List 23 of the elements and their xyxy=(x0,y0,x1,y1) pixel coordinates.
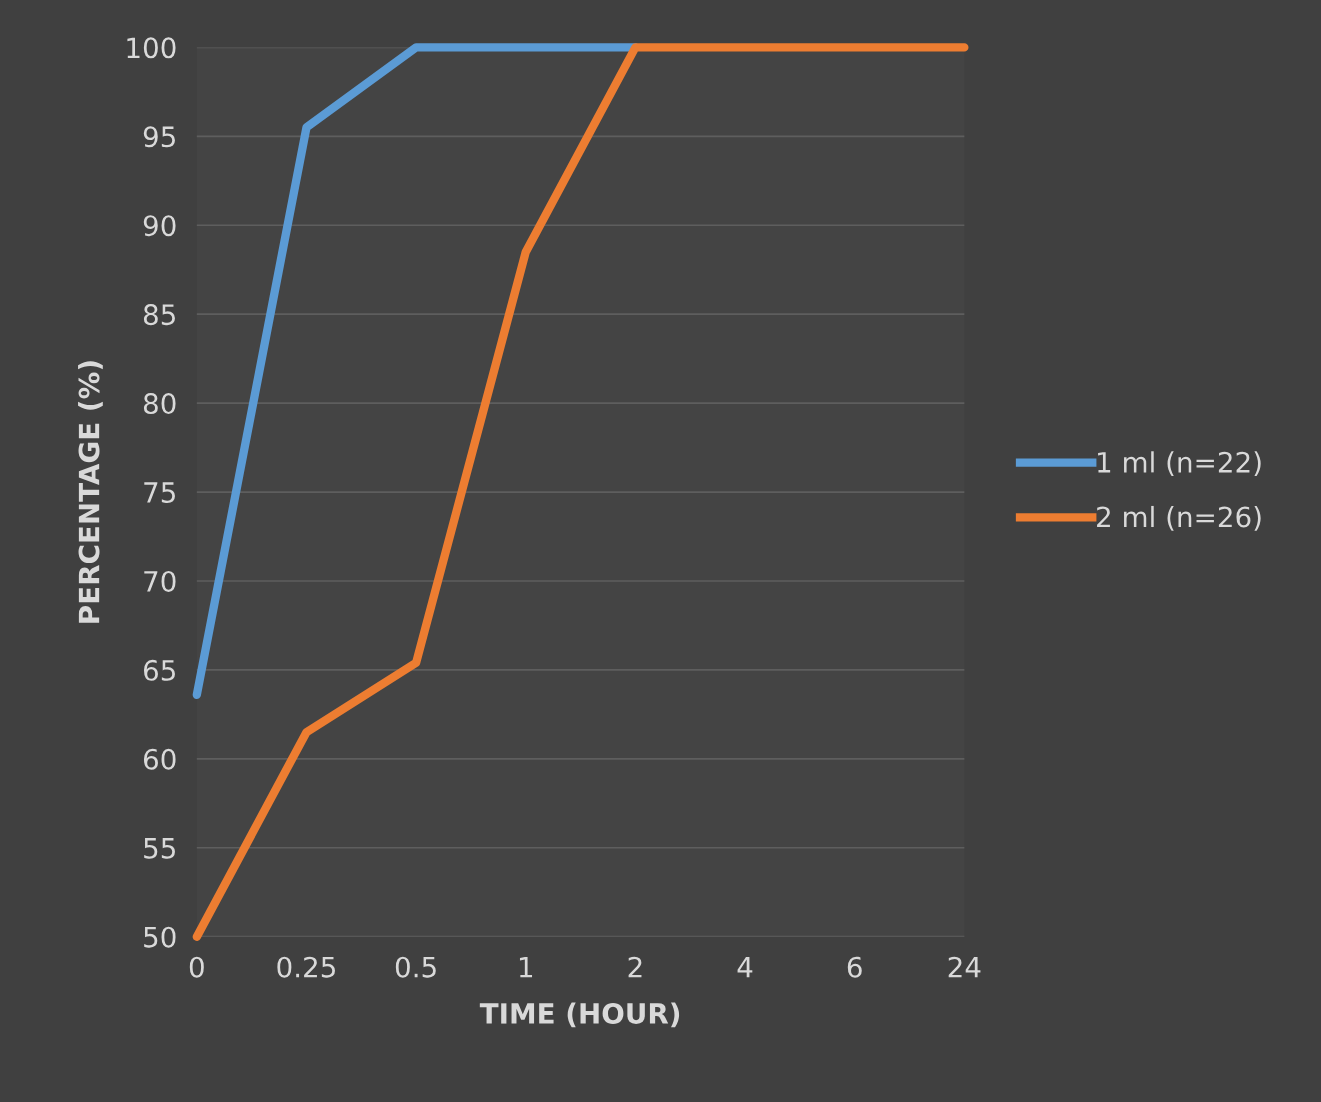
legend-label: 2 ml (n=26) xyxy=(1097,505,1261,531)
legend-label: 1 ml (n=22) xyxy=(1098,451,1261,477)
x-tick-label: 1 xyxy=(519,957,533,978)
x-tick-label: 2 xyxy=(628,956,642,978)
y-tick-label: 65 xyxy=(143,659,175,681)
x-tick-label: 6 xyxy=(847,956,862,978)
y-tick-label: 85 xyxy=(143,304,175,326)
x-tick-label: 4 xyxy=(737,957,753,978)
y-tick-label: 100 xyxy=(127,37,176,59)
y-tick-label: 75 xyxy=(144,482,175,503)
y-tick-label: 90 xyxy=(143,215,176,237)
y-tick-label: 80 xyxy=(143,393,176,415)
x-tick-label: 0 xyxy=(189,956,204,978)
y-tick-label: 55 xyxy=(144,838,175,859)
x-tick-label: 0.25 xyxy=(277,956,335,978)
x-tick-label: 0.5 xyxy=(395,956,436,978)
y-tick-label: 70 xyxy=(144,570,176,592)
y-tick-label: 60 xyxy=(143,748,176,770)
y-tick-label: 50 xyxy=(144,926,176,948)
y-tick-label: 95 xyxy=(143,126,175,148)
y-axis-title: PERCENTAGE (%) xyxy=(78,361,103,623)
x-tick-label: 24 xyxy=(948,956,981,978)
x-axis-title: TIME (HOUR) xyxy=(479,1002,680,1028)
